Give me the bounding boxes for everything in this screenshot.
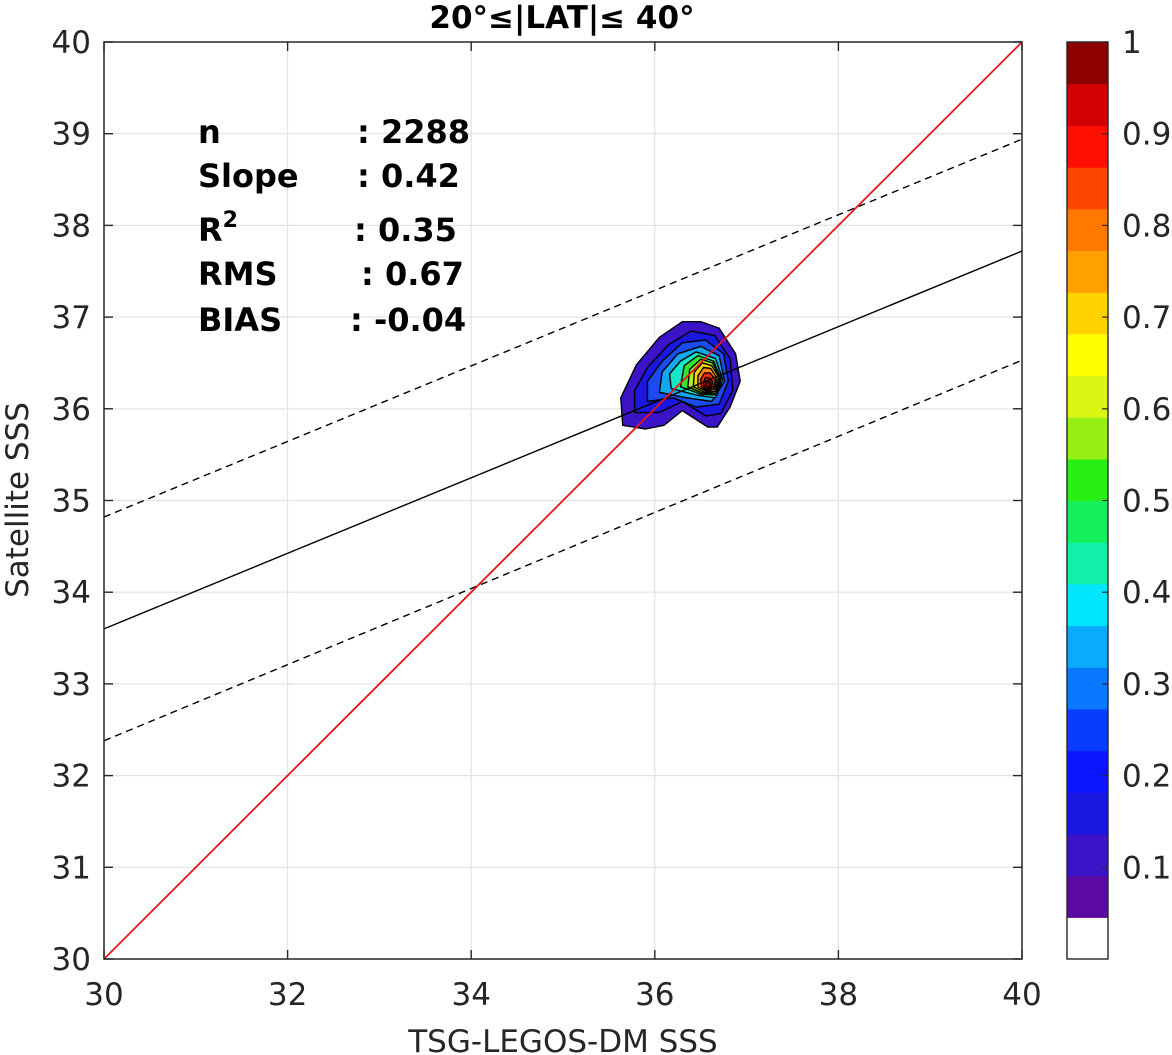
x-axis-label: TSG-LEGOS-DM SSS bbox=[407, 1024, 717, 1055]
colorbar-tick-label: 0.8 bbox=[1122, 208, 1171, 244]
colorbar-segment bbox=[1067, 500, 1108, 543]
stat-value: : -0.04 bbox=[350, 301, 466, 339]
colorbar-segment bbox=[1067, 625, 1108, 668]
colorbar-segment bbox=[1067, 250, 1108, 293]
colorbar-segment bbox=[1067, 125, 1108, 168]
colorbar-segment bbox=[1067, 708, 1108, 752]
colorbar-tick-label: 0.6 bbox=[1122, 392, 1171, 428]
stat-value: : 2288 bbox=[357, 113, 470, 151]
lower-bound-line bbox=[103, 359, 1023, 742]
y-tick-label: 34 bbox=[52, 575, 91, 611]
colorbar-segment bbox=[1067, 375, 1108, 418]
colorbar-segment bbox=[1067, 333, 1108, 377]
colorbar-segment bbox=[1067, 542, 1108, 585]
one-to-one-line bbox=[103, 41, 1023, 960]
y-tick-label: 38 bbox=[52, 208, 91, 244]
colorbar-segment bbox=[1067, 833, 1108, 877]
x-tick-label: 38 bbox=[819, 977, 858, 1013]
y-tick-label: 30 bbox=[52, 942, 91, 978]
colorbar-tick-label: 0.5 bbox=[1122, 484, 1171, 520]
y-axis-label: Satellite SSS bbox=[0, 402, 36, 598]
colorbar-segment bbox=[1067, 292, 1108, 335]
x-tick-label: 36 bbox=[635, 977, 674, 1013]
grid-lines bbox=[104, 42, 1022, 959]
colorbar-segment bbox=[1067, 458, 1108, 502]
stat-label: n bbox=[198, 113, 221, 151]
regression-lines bbox=[103, 41, 1023, 960]
stat-value: : 0.67 bbox=[361, 255, 464, 293]
x-tick-label: 34 bbox=[451, 977, 490, 1013]
stat-label-superscript: 2 bbox=[223, 208, 238, 233]
stat-label: R2 bbox=[198, 208, 238, 249]
y-tick-label: 35 bbox=[52, 484, 91, 520]
y-tick-label: 40 bbox=[52, 25, 91, 61]
colorbar-tick-label: 0.1 bbox=[1122, 850, 1171, 886]
y-tick-label: 33 bbox=[52, 667, 91, 703]
x-tick-label: 32 bbox=[268, 977, 307, 1013]
y-tick-label: 31 bbox=[52, 850, 91, 886]
stats-annotation: n : 2288 Slope : 0.42 R2 : 0.35 RMS : 0.67 BIAS:… bbox=[198, 113, 470, 339]
colorbar-segment bbox=[1067, 917, 1108, 960]
contour-level-1 bbox=[704, 380, 712, 389]
colorbar-segment bbox=[1067, 42, 1108, 85]
stat-label: RMS bbox=[198, 255, 278, 293]
colorbar-segment bbox=[1067, 875, 1108, 918]
upper-bound-line bbox=[103, 138, 1023, 518]
colorbar-tick-label: 0.3 bbox=[1122, 667, 1171, 703]
y-tick-labels: 30 31 32 33 34 35 36 37 38 39 40 bbox=[52, 25, 91, 978]
colorbar-segment bbox=[1067, 583, 1108, 627]
colorbar-tick-label: 0.2 bbox=[1122, 759, 1171, 795]
x-tick-label: 30 bbox=[84, 977, 123, 1013]
colorbar-segment bbox=[1067, 750, 1108, 793]
colorbar-tick-label: 1 bbox=[1122, 25, 1142, 61]
regression-fit-line bbox=[103, 250, 1023, 630]
chart-title: 20°≤|LAT|≤ 40° bbox=[429, 0, 694, 36]
density-contours bbox=[620, 321, 741, 430]
stat-value: : 0.35 bbox=[354, 211, 457, 249]
axis-ticks bbox=[103, 41, 1023, 960]
colorbar-segment bbox=[1067, 208, 1108, 252]
y-tick-label: 39 bbox=[52, 117, 91, 153]
stat-value: : 0.42 bbox=[357, 157, 460, 195]
colorbar-tick-label: 0.4 bbox=[1122, 575, 1171, 611]
stat-label: Slope bbox=[198, 157, 299, 195]
colorbar-tick-label: 0.7 bbox=[1122, 300, 1171, 336]
colorbar-tick-label: 0.9 bbox=[1122, 117, 1171, 153]
colorbar-segment bbox=[1067, 167, 1108, 210]
colorbar: 0.1 0.2 0.3 0.4 0.5 0.6 0.7 0.8 0.9 1 bbox=[1066, 25, 1171, 960]
colorbar-segment bbox=[1067, 792, 1108, 835]
x-tick-label: 40 bbox=[1002, 977, 1041, 1013]
colorbar-segment bbox=[1067, 83, 1108, 126]
y-tick-label: 37 bbox=[52, 300, 91, 336]
y-tick-label: 36 bbox=[52, 392, 91, 428]
y-tick-label: 32 bbox=[52, 759, 91, 795]
colorbar-segment bbox=[1067, 667, 1108, 710]
colorbar-segment bbox=[1067, 417, 1108, 460]
x-tick-labels: 30 32 34 36 38 40 bbox=[84, 977, 1041, 1013]
stat-label: BIAS bbox=[198, 301, 282, 339]
